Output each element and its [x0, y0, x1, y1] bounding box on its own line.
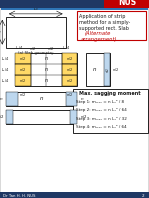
- Bar: [15, 75, 31, 86]
- Text: Step 1: mₘₐₓ = n Lₓ² / 8: Step 1: mₘₐₓ = n Lₓ² / 8: [76, 100, 124, 104]
- Text: $n$: $n$: [39, 95, 44, 103]
- Text: $n/2$: $n/2$: [47, 46, 54, 52]
- Text: $n/2$: $n/2$: [29, 46, 36, 52]
- Text: $L_x$: $L_x$: [33, 6, 39, 13]
- Bar: [62, 64, 77, 75]
- Text: NUS: NUS: [118, 0, 136, 7]
- Text: $L_y/4$: $L_y/4$: [1, 55, 10, 62]
- Text: $n/2$: $n/2$: [19, 66, 26, 73]
- Text: $n/2$: $n/2$: [19, 77, 26, 84]
- Bar: [104, 0, 149, 8]
- Text: Step 2: mₘₐₓ = n Lₓ² / 64: Step 2: mₘₐₓ = n Lₓ² / 64: [76, 108, 127, 112]
- Text: $n$: $n$: [0, 96, 4, 102]
- Text: $n/2$: $n/2$: [112, 66, 119, 73]
- Text: Application of strip: Application of strip: [79, 14, 125, 19]
- Text: Step 3: mₘₐₓ = n Lₓ² / 32: Step 3: mₘₐₓ = n Lₓ² / 32: [76, 117, 127, 121]
- Text: method for a simply-: method for a simply-: [79, 20, 130, 25]
- Bar: [0, 0, 149, 8]
- Bar: [86, 53, 110, 86]
- Text: $n/2$: $n/2$: [104, 67, 111, 73]
- Text: $n/2$: $n/2$: [80, 113, 87, 120]
- Text: $L_x/4$: $L_x/4$: [15, 45, 24, 52]
- Text: $n/2$: $n/2$: [104, 91, 111, 98]
- Bar: [70, 110, 77, 124]
- Bar: [15, 64, 31, 75]
- Bar: [0, 192, 149, 198]
- Text: Max. sagging moment: Max. sagging moment: [79, 91, 141, 96]
- Text: $L_y/4$: $L_y/4$: [1, 77, 10, 84]
- Text: $L_y$: $L_y$: [0, 28, 2, 37]
- Bar: [104, 53, 110, 86]
- Text: $n/2$: $n/2$: [66, 55, 73, 62]
- Text: $n/2$: $n/2$: [66, 77, 73, 84]
- Bar: [77, 11, 146, 40]
- Bar: [15, 53, 31, 64]
- Text: Step 4: mₘₐₓ = n Lₓ² / 64: Step 4: mₘₐₓ = n Lₓ² / 64: [76, 125, 127, 129]
- Text: $n/2$: $n/2$: [19, 91, 26, 98]
- Text: $n/2$: $n/2$: [66, 66, 73, 73]
- Bar: [73, 89, 148, 133]
- Text: $n/2$: $n/2$: [66, 91, 73, 98]
- Text: 2: 2: [142, 194, 144, 198]
- Text: $L_x/4$: $L_x/4$: [62, 45, 71, 52]
- Bar: [1, 8, 148, 10]
- Text: $L_y/4$: $L_y/4$: [1, 66, 10, 73]
- Bar: [6, 110, 13, 124]
- Bar: [6, 92, 77, 106]
- Text: $n$: $n$: [44, 77, 49, 84]
- Bar: [62, 75, 77, 86]
- Text: $n$: $n$: [44, 66, 49, 73]
- Text: $n$: $n$: [44, 55, 49, 62]
- Bar: [62, 53, 77, 64]
- Text: supported rect. Slab: supported rect. Slab: [79, 26, 129, 31]
- Bar: [15, 53, 77, 86]
- Text: Dr Tan H. H. NUS: Dr Tan H. H. NUS: [3, 194, 35, 198]
- Text: $n$: $n$: [80, 96, 84, 102]
- Bar: [66, 92, 77, 106]
- Text: $n/2$: $n/2$: [19, 55, 26, 62]
- Text: $n/2$: $n/2$: [0, 113, 5, 120]
- Bar: [6, 110, 77, 124]
- Text: (a) Slab geometry: (a) Slab geometry: [18, 51, 53, 55]
- Bar: [6, 92, 18, 106]
- Text: (Alternate: (Alternate: [85, 31, 111, 36]
- Bar: [6, 17, 66, 48]
- Text: $n$: $n$: [92, 66, 97, 73]
- Text: arrangement): arrangement): [80, 37, 117, 42]
